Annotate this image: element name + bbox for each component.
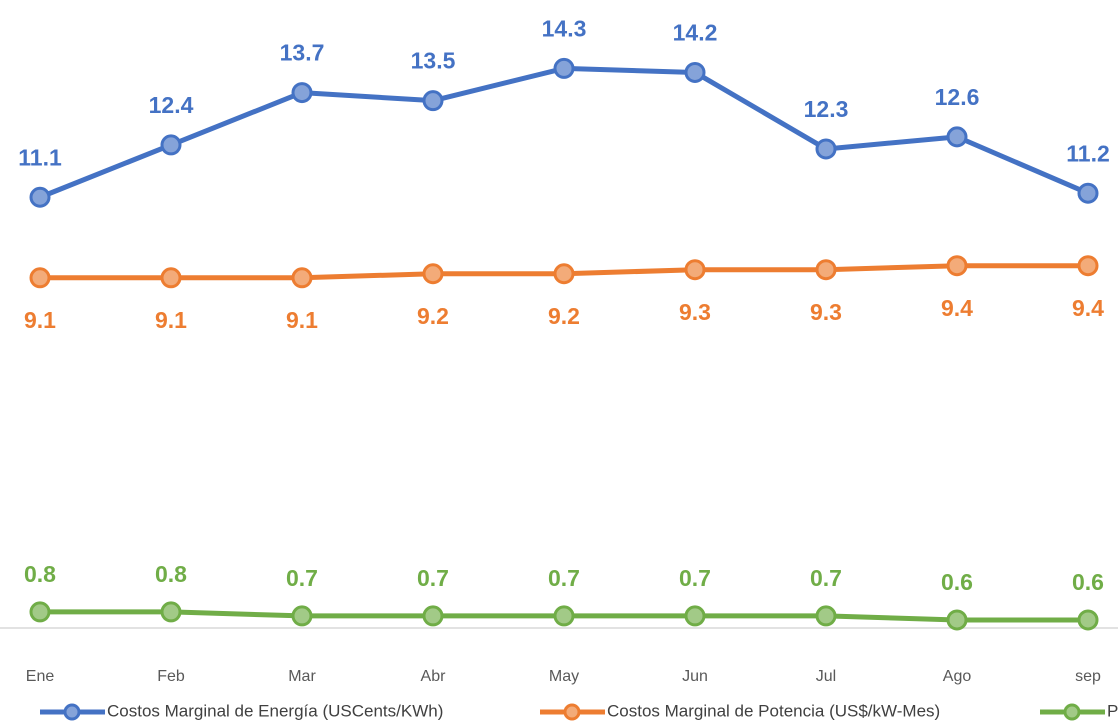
data-label: 9.3 bbox=[810, 299, 842, 325]
data-label: 9.2 bbox=[417, 303, 449, 329]
point-marker bbox=[160, 134, 182, 156]
data-label: 0.7 bbox=[286, 565, 318, 591]
point-marker bbox=[422, 605, 444, 627]
data-label: 0.7 bbox=[810, 565, 842, 591]
data-label: 11.2 bbox=[1066, 140, 1110, 166]
x-tick-label: Jul bbox=[816, 668, 836, 685]
data-label: 0.6 bbox=[941, 569, 973, 595]
point-marker bbox=[553, 57, 575, 79]
legend-label: Costos Marginal de Potencia (US$/kW-Mes) bbox=[607, 701, 940, 720]
data-label: 0.8 bbox=[155, 561, 187, 587]
point-marker bbox=[422, 263, 444, 285]
data-label: 9.1 bbox=[286, 307, 318, 333]
point-marker bbox=[684, 259, 706, 281]
point-marker bbox=[946, 126, 968, 148]
point-marker bbox=[422, 90, 444, 112]
point-marker bbox=[29, 601, 51, 623]
point-marker bbox=[684, 61, 706, 83]
x-tick-label: Ene bbox=[26, 668, 55, 685]
data-label: 9.3 bbox=[679, 299, 711, 325]
point-marker bbox=[946, 609, 968, 631]
x-tick-label: Ago bbox=[943, 668, 972, 685]
data-label: 0.7 bbox=[417, 565, 449, 591]
series-line bbox=[39, 65, 1089, 200]
x-tick-label: May bbox=[549, 668, 579, 685]
data-label: 13.5 bbox=[411, 48, 456, 74]
point-marker bbox=[1077, 255, 1099, 277]
x-tick-label: Jun bbox=[682, 668, 708, 685]
data-label: 14.3 bbox=[542, 16, 587, 42]
data-label: 9.4 bbox=[941, 295, 973, 321]
data-label: 12.4 bbox=[149, 92, 194, 118]
point-marker bbox=[946, 255, 968, 277]
point-marker bbox=[160, 267, 182, 289]
point-marker bbox=[815, 138, 837, 160]
data-label: 14.2 bbox=[673, 20, 718, 46]
point-marker bbox=[553, 605, 575, 627]
data-label: 9.1 bbox=[155, 307, 187, 333]
point-marker bbox=[684, 605, 706, 627]
data-label: 9.2 bbox=[548, 303, 580, 329]
data-label: 9.1 bbox=[24, 307, 56, 333]
x-tick-label: Mar bbox=[288, 668, 316, 685]
point-marker bbox=[29, 267, 51, 289]
legend-marker bbox=[563, 703, 581, 721]
data-label: 12.6 bbox=[935, 84, 980, 110]
point-marker bbox=[1077, 182, 1099, 204]
x-tick-label: sep bbox=[1075, 668, 1101, 685]
data-label: 0.7 bbox=[679, 565, 711, 591]
data-label: 0.6 bbox=[1072, 569, 1104, 595]
legend-marker bbox=[1063, 703, 1081, 721]
data-label: 12.3 bbox=[804, 96, 849, 122]
point-marker bbox=[1077, 609, 1099, 631]
point-marker bbox=[160, 601, 182, 623]
data-label: 13.7 bbox=[280, 40, 325, 66]
point-marker bbox=[291, 82, 313, 104]
data-label: 0.8 bbox=[24, 561, 56, 587]
data-label: 9.4 bbox=[1072, 295, 1104, 321]
point-marker bbox=[291, 605, 313, 627]
point-marker bbox=[815, 605, 837, 627]
legend-marker bbox=[63, 703, 81, 721]
x-tick-label: Feb bbox=[157, 668, 185, 685]
legend-label: Pea bbox=[1107, 701, 1118, 720]
point-marker bbox=[29, 186, 51, 208]
x-tick-label: Abr bbox=[421, 668, 447, 685]
point-marker bbox=[815, 259, 837, 281]
legend-label: Costos Marginal de Energía (USCents/KWh) bbox=[107, 701, 443, 720]
point-marker bbox=[553, 263, 575, 285]
point-marker bbox=[291, 267, 313, 289]
data-label: 0.7 bbox=[548, 565, 580, 591]
data-label: 11.1 bbox=[18, 144, 62, 170]
